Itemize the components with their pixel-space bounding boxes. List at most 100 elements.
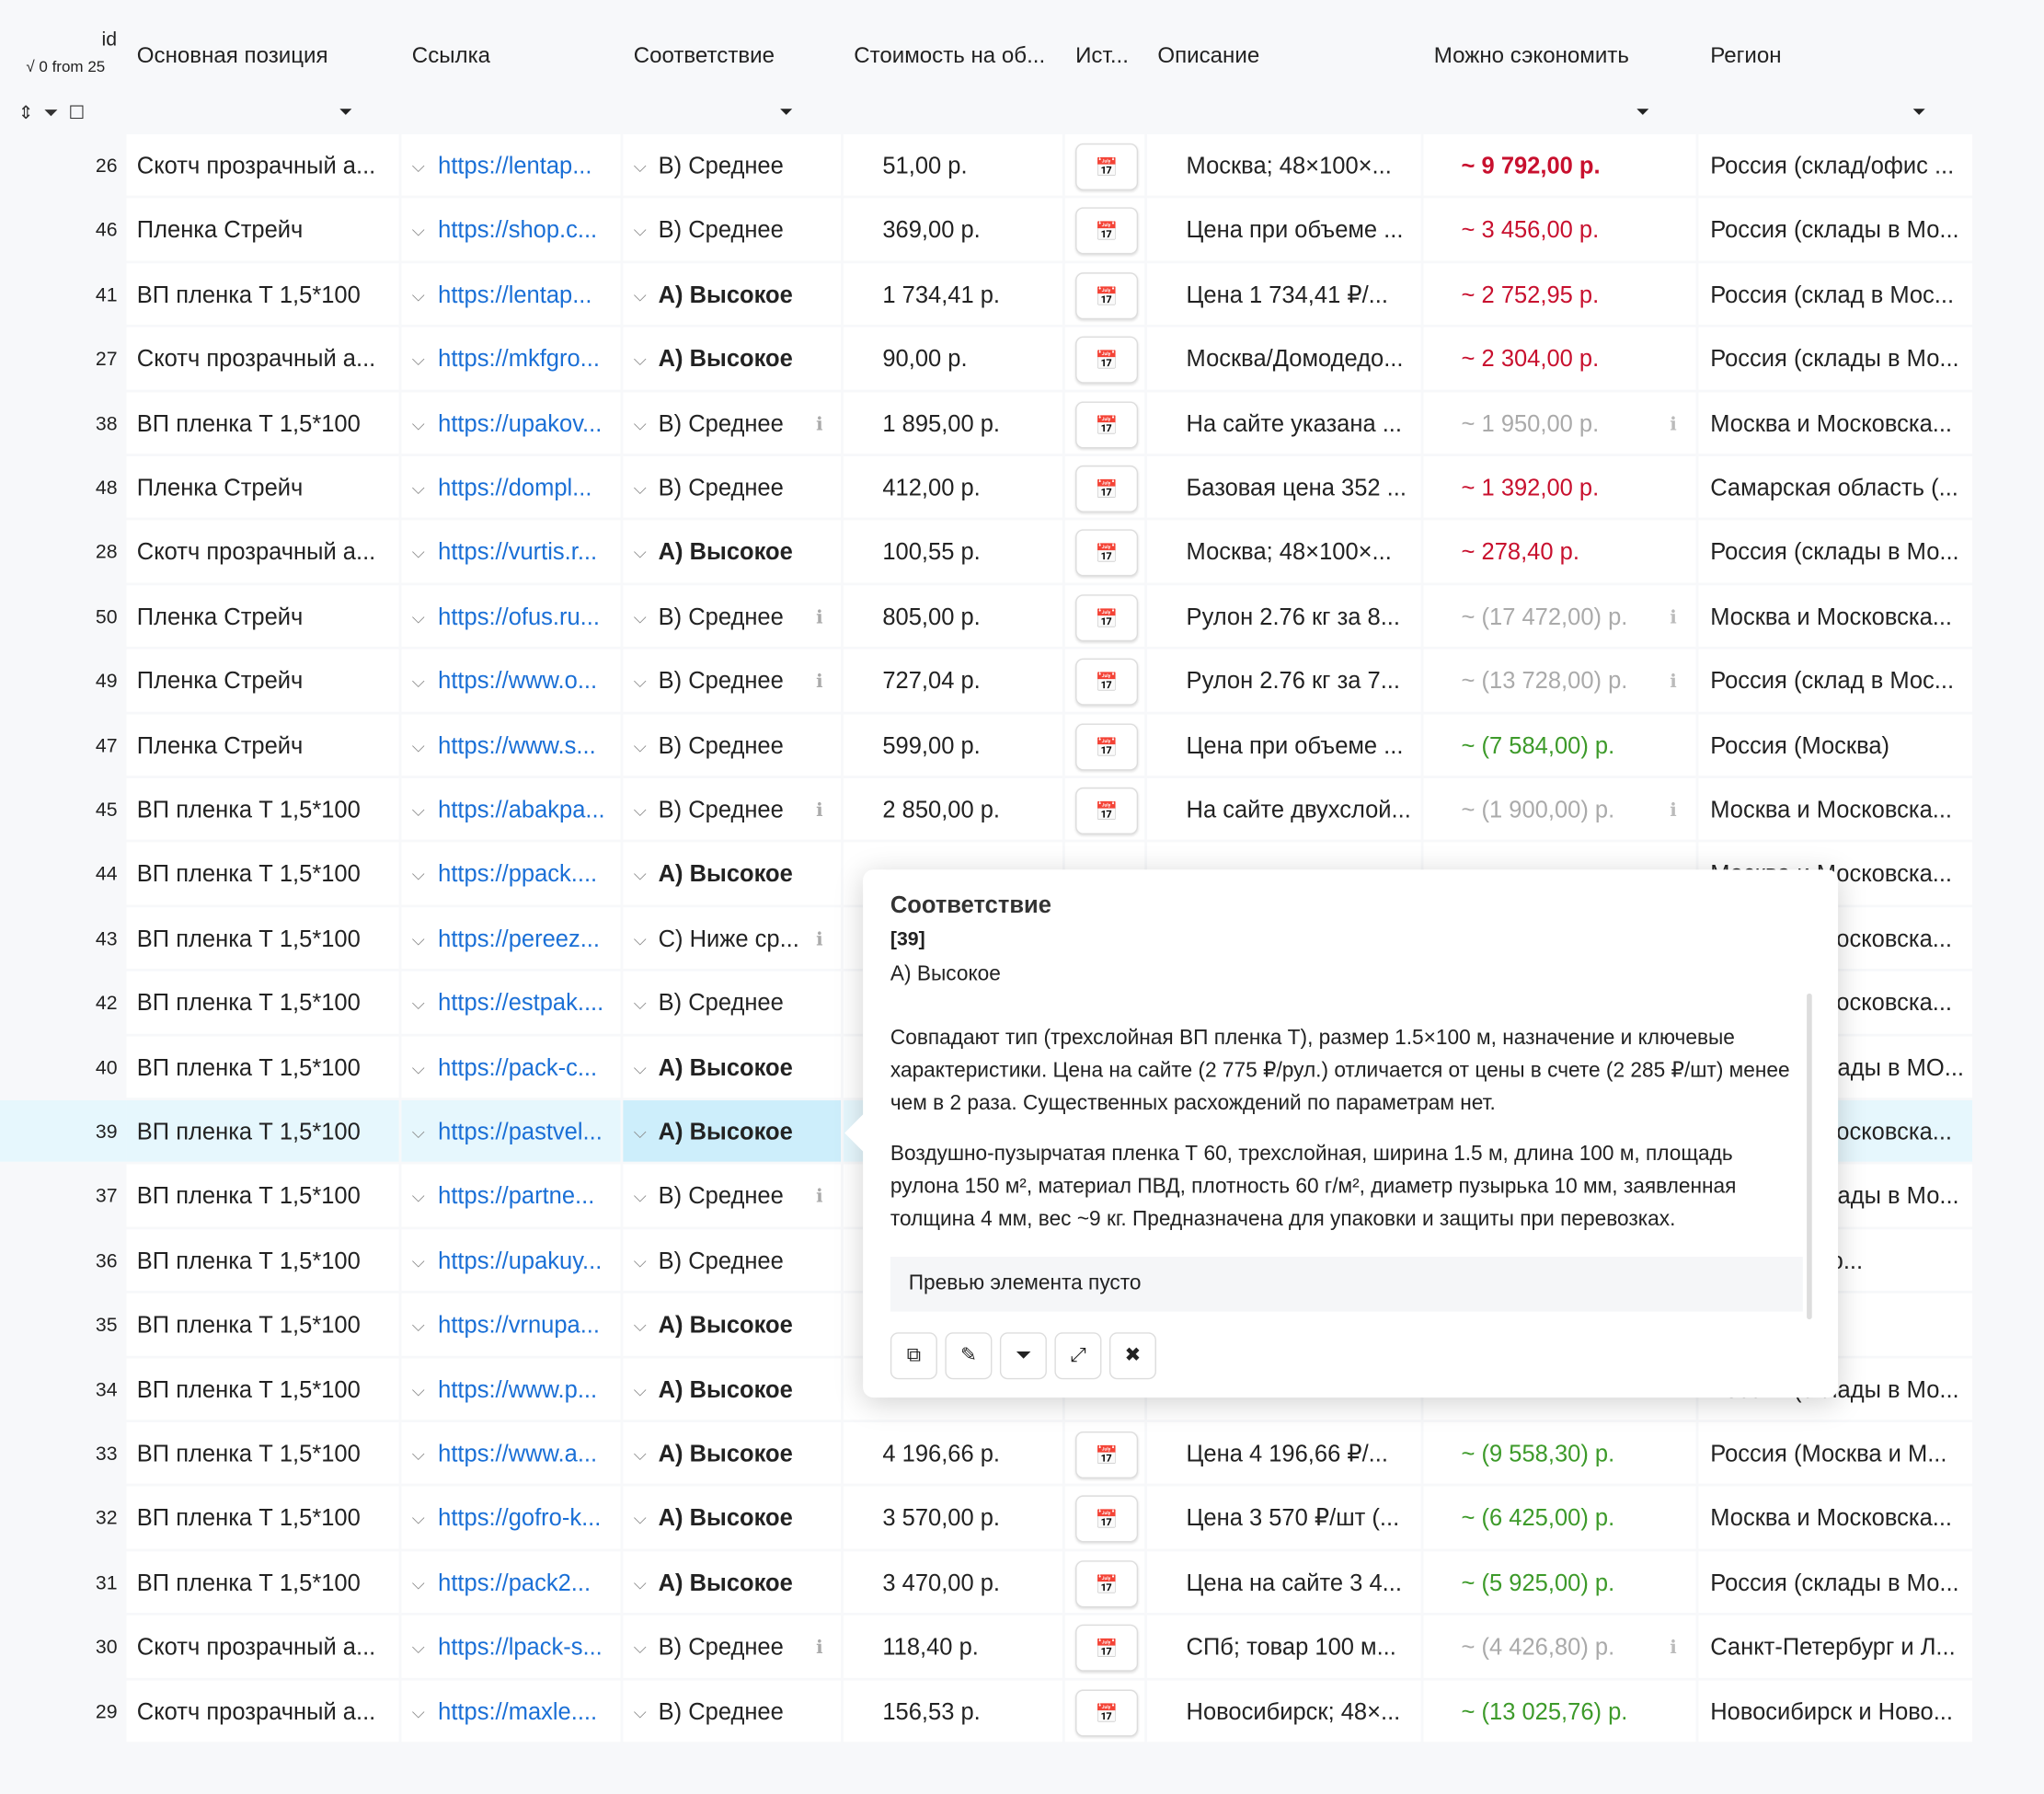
close-button[interactable]: ✖ (1108, 1332, 1156, 1380)
filter-icon[interactable]: ⏷ (339, 101, 353, 121)
link[interactable]: https://lentap... (438, 281, 592, 308)
chevron[interactable]: ⌵ (411, 1444, 425, 1465)
info-icon[interactable]: ℹ (816, 1636, 823, 1658)
link[interactable]: https://pack-c... (438, 1053, 598, 1081)
info-icon[interactable]: ℹ (1670, 605, 1677, 627)
info-icon[interactable]: ℹ (1670, 412, 1677, 434)
chevron[interactable]: ⌵ (411, 350, 425, 370)
chevron[interactable]: ⌵ (633, 1380, 647, 1400)
chevron[interactable]: ⌵ (633, 350, 647, 370)
link[interactable]: https://pack2... (438, 1569, 591, 1596)
filter-icon[interactable]: ⏷ (1912, 101, 1926, 121)
chevron[interactable]: ⌵ (411, 543, 425, 563)
source-button[interactable]: 📅 (1075, 271, 1139, 319)
link[interactable]: https://pereez... (438, 925, 600, 952)
chevron[interactable]: ⌵ (633, 1058, 647, 1078)
chevron[interactable]: ⌵ (411, 1509, 425, 1529)
link[interactable]: https://estpak.... (438, 989, 604, 1017)
link[interactable]: https://vurtis.r... (438, 538, 598, 566)
edit-button[interactable]: ✎ (945, 1332, 993, 1380)
chevron[interactable]: ⌵ (411, 736, 425, 756)
chevron[interactable]: ⌵ (411, 800, 425, 821)
column-header[interactable]: Ист... (1075, 42, 1129, 68)
column-header[interactable]: Регион (1710, 42, 1782, 68)
chevron[interactable]: ⌵ (633, 285, 647, 305)
source-button[interactable]: 📅 (1075, 1431, 1139, 1478)
sort-filter-icons[interactable]: ⇕ ⏷ ☐ (17, 101, 86, 123)
link[interactable]: https://www.o... (438, 667, 598, 695)
chevron[interactable]: ⌵ (633, 1638, 647, 1658)
chevron[interactable]: ⌵ (411, 929, 425, 949)
chevron[interactable]: ⌵ (411, 1573, 425, 1593)
link[interactable]: https://gofro-k... (438, 1504, 602, 1532)
link[interactable]: https://lentap... (438, 152, 592, 179)
chevron[interactable]: ⌵ (411, 1316, 425, 1336)
chevron[interactable]: ⌵ (633, 156, 647, 177)
id-header[interactable]: id (101, 29, 118, 52)
copy-button[interactable]: ⧉ (890, 1332, 937, 1380)
chevron[interactable]: ⌵ (411, 1638, 425, 1658)
link[interactable]: https://www.p... (438, 1375, 598, 1403)
chevron[interactable]: ⌵ (411, 1251, 425, 1271)
source-button[interactable]: 📅 (1075, 336, 1139, 384)
chevron[interactable]: ⌵ (633, 929, 647, 949)
link[interactable]: https://www.a... (438, 1440, 598, 1467)
link[interactable]: https://vrnupa... (438, 1311, 600, 1339)
chevron[interactable]: ⌵ (411, 994, 425, 1014)
chevron[interactable]: ⌵ (633, 1251, 647, 1271)
chevron[interactable]: ⌵ (633, 1122, 647, 1143)
link[interactable]: https://shop.c... (438, 216, 598, 244)
link[interactable]: https://pastvel... (438, 1118, 603, 1145)
info-icon[interactable]: ℹ (816, 605, 823, 627)
chevron[interactable]: ⌵ (633, 543, 647, 563)
expand-button[interactable]: ⤢ (1054, 1332, 1102, 1380)
filter-icon[interactable]: ⏷ (1636, 101, 1650, 121)
column-header[interactable]: Можно сэкономить (1433, 42, 1629, 68)
source-button[interactable]: 📅 (1075, 722, 1139, 770)
chevron[interactable]: ⌵ (633, 800, 647, 821)
source-button[interactable]: 📅 (1075, 143, 1139, 190)
chevron[interactable]: ⌵ (411, 865, 425, 885)
chevron[interactable]: ⌵ (411, 1122, 425, 1143)
column-header[interactable]: Описание (1157, 42, 1260, 68)
chevron[interactable]: ⌵ (411, 1187, 425, 1207)
filter-icon[interactable]: ⏷ (779, 101, 794, 121)
chevron[interactable]: ⌵ (633, 607, 647, 627)
chevron[interactable]: ⌵ (633, 1316, 647, 1336)
filter-button[interactable]: ⏷ (999, 1332, 1047, 1380)
link[interactable]: https://ppack.... (438, 860, 598, 888)
source-button[interactable]: 📅 (1075, 207, 1139, 255)
chevron[interactable]: ⌵ (411, 672, 425, 692)
source-button[interactable]: 📅 (1075, 1559, 1139, 1607)
chevron[interactable]: ⌵ (411, 414, 425, 434)
link[interactable]: https://partne... (438, 1182, 595, 1210)
link[interactable]: https://upakuy... (438, 1247, 603, 1274)
source-button[interactable]: 📅 (1075, 787, 1139, 834)
chevron[interactable]: ⌵ (633, 994, 647, 1014)
link[interactable]: https://upakov... (438, 409, 603, 437)
chevron[interactable]: ⌵ (633, 1573, 647, 1593)
column-header[interactable]: Соответствие (633, 42, 775, 68)
chevron[interactable]: ⌵ (633, 414, 647, 434)
source-button[interactable]: 📅 (1075, 400, 1139, 448)
source-button[interactable]: 📅 (1075, 593, 1139, 641)
chevron[interactable]: ⌵ (411, 285, 425, 305)
info-icon[interactable]: ℹ (816, 1185, 823, 1207)
link[interactable]: https://mkfgro... (438, 345, 600, 373)
source-button[interactable]: 📅 (1075, 529, 1139, 577)
link[interactable]: https://maxle.... (438, 1697, 598, 1725)
source-button[interactable]: 📅 (1075, 1495, 1139, 1543)
link[interactable]: https://www.s... (438, 731, 596, 759)
chevron[interactable]: ⌵ (633, 736, 647, 756)
column-header[interactable]: Основная позиция (136, 42, 328, 68)
chevron[interactable]: ⌵ (633, 1444, 647, 1465)
chevron[interactable]: ⌵ (633, 1702, 647, 1722)
scrollbar[interactable] (1807, 993, 1812, 1320)
chevron[interactable]: ⌵ (633, 478, 647, 499)
chevron[interactable]: ⌵ (633, 672, 647, 692)
info-icon[interactable]: ℹ (1670, 799, 1677, 821)
link[interactable]: https://lpack-s... (438, 1633, 603, 1661)
link[interactable]: https://ofus.ru... (438, 603, 600, 630)
chevron[interactable]: ⌵ (633, 221, 647, 241)
info-icon[interactable]: ℹ (816, 670, 823, 692)
